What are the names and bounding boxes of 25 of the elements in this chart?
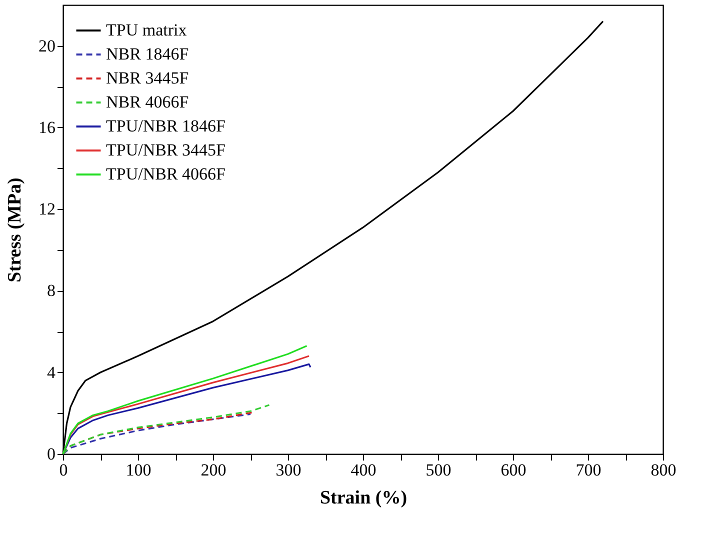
x-axis-title: Strain (%) [320,488,408,508]
y-axis-title: Stress (MPa) [4,178,26,282]
x-tick-label: 600 [500,460,526,480]
legend-label: TPU/NBR 1846F [106,116,226,136]
legend-label: NBR 3445F [106,68,189,88]
legend-label: NBR 4066F [106,92,189,112]
x-tick-label: 300 [276,460,302,480]
legend-label: TPU matrix [106,20,188,40]
y-tick-label: 8 [47,281,56,300]
x-tick-label: 400 [350,460,376,480]
x-tick-label: 800 [650,460,676,480]
x-tick-label: 700 [576,460,602,480]
legend-label: TPU/NBR 4066F [106,164,226,184]
x-tick-label: 0 [59,460,68,480]
line-series [62,404,270,455]
x-tick-label: 500 [426,460,452,480]
y-tick-label: 12 [38,200,56,219]
y-tick-label: 4 [47,362,56,382]
legend-label: TPU/NBR 3445F [106,140,226,160]
y-tick-label: 0 [47,444,56,464]
y-tick-label: 20 [38,36,56,56]
y-tick-label: 16 [38,118,56,137]
x-tick-label: 100 [126,460,152,480]
legend-label: NBR 1846F [106,44,189,64]
x-tick-label: 200 [200,460,226,480]
